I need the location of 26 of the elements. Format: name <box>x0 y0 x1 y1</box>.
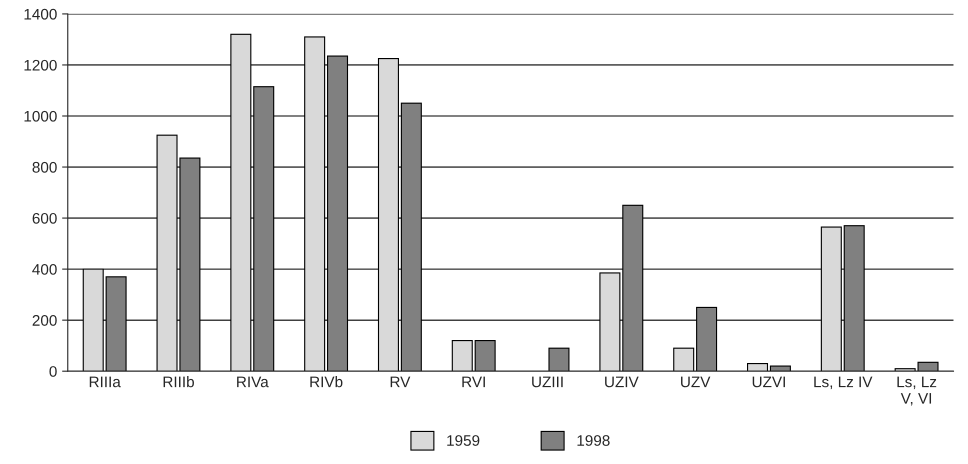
x-tick-label: RVI <box>462 376 485 388</box>
y-tick-label: 1200 <box>24 60 57 71</box>
x-tick-label: UZVI <box>752 376 785 388</box>
bar <box>673 348 694 372</box>
x-tick-label: Ls, Lz V, VI <box>897 376 936 406</box>
y-tick-label: 200 <box>32 315 57 326</box>
y-tick-label: 0 <box>49 366 57 377</box>
x-tick-label: UZIII <box>532 376 563 388</box>
bar <box>746 362 768 372</box>
x-tick-label: RIIIb <box>164 376 194 388</box>
y-tick-label: 600 <box>32 212 57 224</box>
x-tick-label: UZIV <box>605 376 639 388</box>
legend-label: 1998 <box>577 435 610 446</box>
y-tick-label: 800 <box>32 162 57 173</box>
x-tick-label: Ls, Lz IV <box>814 376 872 390</box>
x-tick-label: RIVb <box>310 376 342 388</box>
x-tick-label: RV <box>390 376 410 388</box>
x-tick-label: RIVa <box>237 376 269 388</box>
legend-label: 1959 <box>447 435 480 446</box>
x-tick-label: UZV <box>681 376 710 388</box>
y-tick-label: 1000 <box>24 110 57 122</box>
y-tick-label: 1400 <box>24 8 57 20</box>
y-tick-label: 400 <box>32 264 57 275</box>
bar <box>917 362 939 372</box>
bar <box>548 348 570 372</box>
x-tick-label: RIIIa <box>90 376 121 388</box>
